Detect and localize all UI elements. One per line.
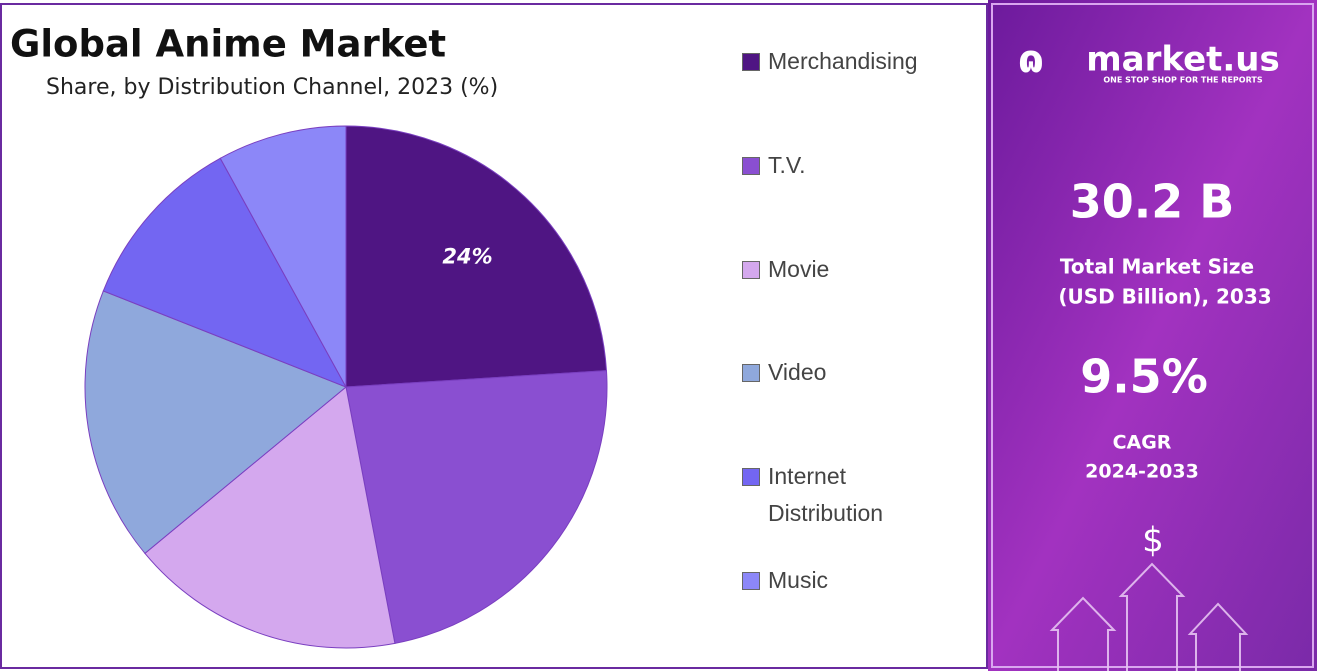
legend-entry: Internet Distribution: [742, 463, 918, 532]
legend-swatch: [742, 53, 760, 71]
legend-entry: Music: [742, 567, 958, 599]
pie-slice: [345, 370, 608, 644]
market-size-value: 30.2 B: [1070, 175, 1235, 229]
market-size-label: Total Market Size: [1060, 255, 1254, 279]
pie-slice: [144, 386, 396, 649]
legend-label: Merchandising: [768, 48, 918, 74]
pie-slice: [219, 125, 347, 388]
chart-title: Global Anime Market: [10, 23, 446, 66]
arrows-decoration: [1049, 562, 1249, 671]
cagr-label: CAGR: [1113, 432, 1172, 454]
legend-entry: Video: [742, 359, 958, 391]
chart-subtitle: Share, by Distribution Channel, 2023 (%): [46, 75, 498, 100]
pie-slice: [84, 290, 347, 555]
brand-name: market.us: [1086, 40, 1280, 80]
legend-entry: Movie: [742, 256, 958, 288]
pie-slice: [345, 125, 608, 388]
legend-label: Music: [768, 567, 829, 593]
legend-entry: Merchandising: [742, 48, 958, 80]
legend-swatch: [742, 364, 760, 382]
legend-label: Video: [768, 359, 827, 385]
legend-swatch: [742, 572, 760, 590]
logo-mark: ɷ: [1018, 38, 1044, 82]
cagr-value: 9.5%: [1080, 350, 1208, 404]
pie-slice: [102, 157, 348, 388]
legend-label: T.V.: [768, 152, 806, 178]
legend-swatch: [742, 261, 760, 279]
dollar-icon: $: [1142, 521, 1164, 561]
side-panel: [988, 0, 1317, 671]
data-label: 24%: [442, 245, 492, 269]
legend-label: Movie: [768, 256, 830, 282]
side-panel-frame: [991, 3, 1314, 668]
market-size-unit: (USD Billion), 2033: [1058, 285, 1271, 309]
legend-swatch: [742, 157, 760, 175]
legend-entry: T.V.: [742, 152, 958, 184]
cagr-period: 2024-2033: [1085, 461, 1199, 483]
brand-tagline: ONE STOP SHOP FOR THE REPORTS: [1103, 76, 1262, 85]
legend-label: Internet Distribution: [768, 463, 884, 526]
legend-swatch: [742, 468, 760, 486]
